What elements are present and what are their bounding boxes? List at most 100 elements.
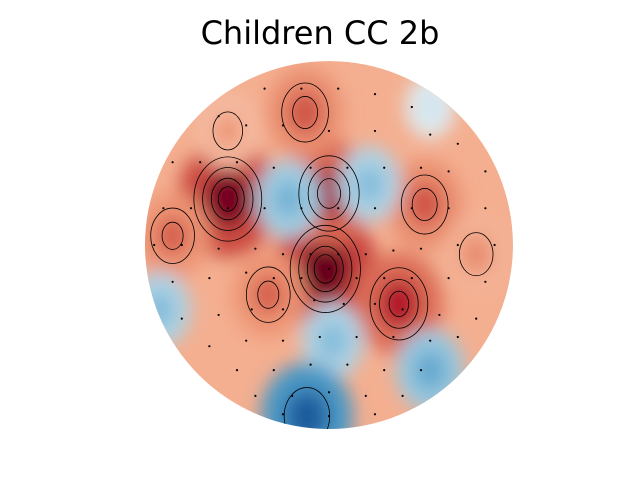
sensor-dot bbox=[300, 207, 303, 210]
sensor-dot bbox=[373, 413, 377, 416]
contour-right-frontal-peak-0 bbox=[400, 174, 449, 235]
sensor-dot bbox=[410, 105, 413, 109]
sensor-dot bbox=[410, 207, 413, 210]
contour-left-frontal-peak-3 bbox=[217, 186, 238, 212]
sensor-dot bbox=[419, 247, 423, 250]
sensor-dot bbox=[493, 243, 496, 247]
contour-central-peak-0 bbox=[289, 224, 361, 313]
sensor-dot bbox=[291, 394, 294, 397]
sensor-dot bbox=[373, 207, 377, 210]
field-left-central-peak bbox=[251, 273, 286, 316]
sensor-dot bbox=[327, 391, 331, 394]
sensor-dot bbox=[355, 277, 358, 280]
sensor-dot bbox=[410, 277, 413, 280]
sensor-dot bbox=[447, 207, 450, 210]
sensor-dot bbox=[272, 369, 275, 372]
sensor-dot bbox=[313, 299, 316, 302]
sensor-dot bbox=[419, 369, 423, 372]
contour-left-frontal-peak-1 bbox=[202, 167, 254, 231]
sensor-dot bbox=[392, 335, 395, 339]
sensor-dot bbox=[245, 271, 248, 274]
field-blur-group bbox=[145, 66, 509, 429]
sensor-dot bbox=[153, 243, 156, 247]
sensor-dot bbox=[383, 166, 386, 169]
sensor-dot bbox=[309, 166, 312, 169]
contour-left-frontal-peak-2 bbox=[210, 177, 245, 221]
sensor-dot bbox=[429, 339, 432, 342]
sensor-dot bbox=[180, 243, 183, 247]
sensor-markers bbox=[153, 87, 496, 418]
contour-left-frontal-peak-0 bbox=[193, 156, 263, 242]
contour-central-peak-2 bbox=[306, 245, 344, 292]
field-right-posterior-blue bbox=[414, 350, 446, 390]
field-right-frontal-blue bbox=[355, 166, 384, 203]
sensor-dot bbox=[456, 142, 459, 145]
contour-upper-left-warm-0 bbox=[212, 111, 244, 151]
sensor-dot bbox=[235, 161, 239, 164]
contour-right-central-peak-0 bbox=[369, 267, 429, 341]
map-area bbox=[145, 61, 513, 429]
sensor-dot bbox=[383, 277, 386, 280]
sensor-dot bbox=[281, 124, 285, 127]
sensor-dot bbox=[217, 115, 220, 118]
sensor-dot bbox=[281, 413, 285, 416]
contour-right-central-peak-2 bbox=[388, 290, 410, 317]
sensor-dot bbox=[217, 313, 220, 317]
sensor-dot bbox=[217, 247, 220, 250]
sensor-dot bbox=[272, 277, 275, 280]
sensor-dot bbox=[364, 253, 367, 256]
sensor-dot bbox=[429, 133, 432, 136]
field-left-lateral-blue bbox=[145, 291, 174, 328]
sensor-dot bbox=[281, 339, 285, 342]
contour-left-central-peak-1 bbox=[257, 280, 280, 309]
field-blobs bbox=[145, 61, 513, 429]
sensor-dot bbox=[199, 161, 202, 164]
sensor-dot bbox=[447, 170, 450, 173]
sensor-dot bbox=[447, 277, 450, 280]
sensor-dot bbox=[281, 308, 285, 311]
sensor-dot bbox=[300, 87, 303, 90]
sensor-dot bbox=[346, 363, 349, 366]
contour-top-peak-1 bbox=[292, 96, 319, 129]
sensor-dot bbox=[401, 308, 404, 311]
contour-frontal-midline-peak-1 bbox=[307, 166, 351, 221]
field-left-lateral-warm bbox=[155, 214, 190, 257]
sensor-dot bbox=[337, 207, 340, 210]
sensor-dot bbox=[208, 277, 211, 280]
sensor-dot bbox=[456, 335, 459, 339]
field-central-peak bbox=[301, 239, 350, 298]
contour-central-peak-3 bbox=[313, 254, 337, 284]
sensor-dot bbox=[180, 317, 183, 320]
sensor-dot bbox=[373, 302, 377, 305]
sensor-dot bbox=[254, 247, 257, 250]
contour-right-lateral-warm-0 bbox=[458, 232, 494, 277]
sensor-dot bbox=[327, 415, 331, 418]
sensor-dot bbox=[235, 369, 239, 372]
sensor-dot bbox=[162, 207, 165, 210]
contour-left-lateral-warm-1 bbox=[161, 221, 184, 250]
sensor-dot bbox=[456, 243, 459, 247]
sensor-dot bbox=[254, 394, 257, 397]
sensor-dot bbox=[401, 394, 404, 397]
sensor-dot bbox=[342, 302, 345, 305]
contour-left-central-peak-0 bbox=[245, 266, 291, 323]
sensor-dot bbox=[392, 249, 395, 252]
sensor-dot bbox=[327, 129, 331, 133]
sensor-dot bbox=[309, 363, 312, 366]
sensor-dot bbox=[245, 124, 248, 127]
contour-left-lateral-warm-0 bbox=[150, 207, 195, 264]
contour-top-peak-0 bbox=[281, 82, 329, 143]
sensor-dot bbox=[272, 166, 275, 169]
sensor-dot bbox=[226, 207, 229, 210]
sensor-dot bbox=[208, 345, 211, 348]
field-left-mid-blue-channel bbox=[273, 180, 304, 218]
chart-title: Children CC 2b bbox=[200, 14, 440, 52]
sensor-dot bbox=[355, 335, 358, 339]
sensor-dot bbox=[484, 170, 487, 173]
field-right-lateral-warm bbox=[461, 235, 492, 273]
sensor-dot bbox=[171, 280, 174, 283]
contour-right-central-peak-1 bbox=[379, 279, 419, 329]
sensor-dot bbox=[373, 129, 377, 133]
sensor-dot bbox=[309, 253, 312, 256]
